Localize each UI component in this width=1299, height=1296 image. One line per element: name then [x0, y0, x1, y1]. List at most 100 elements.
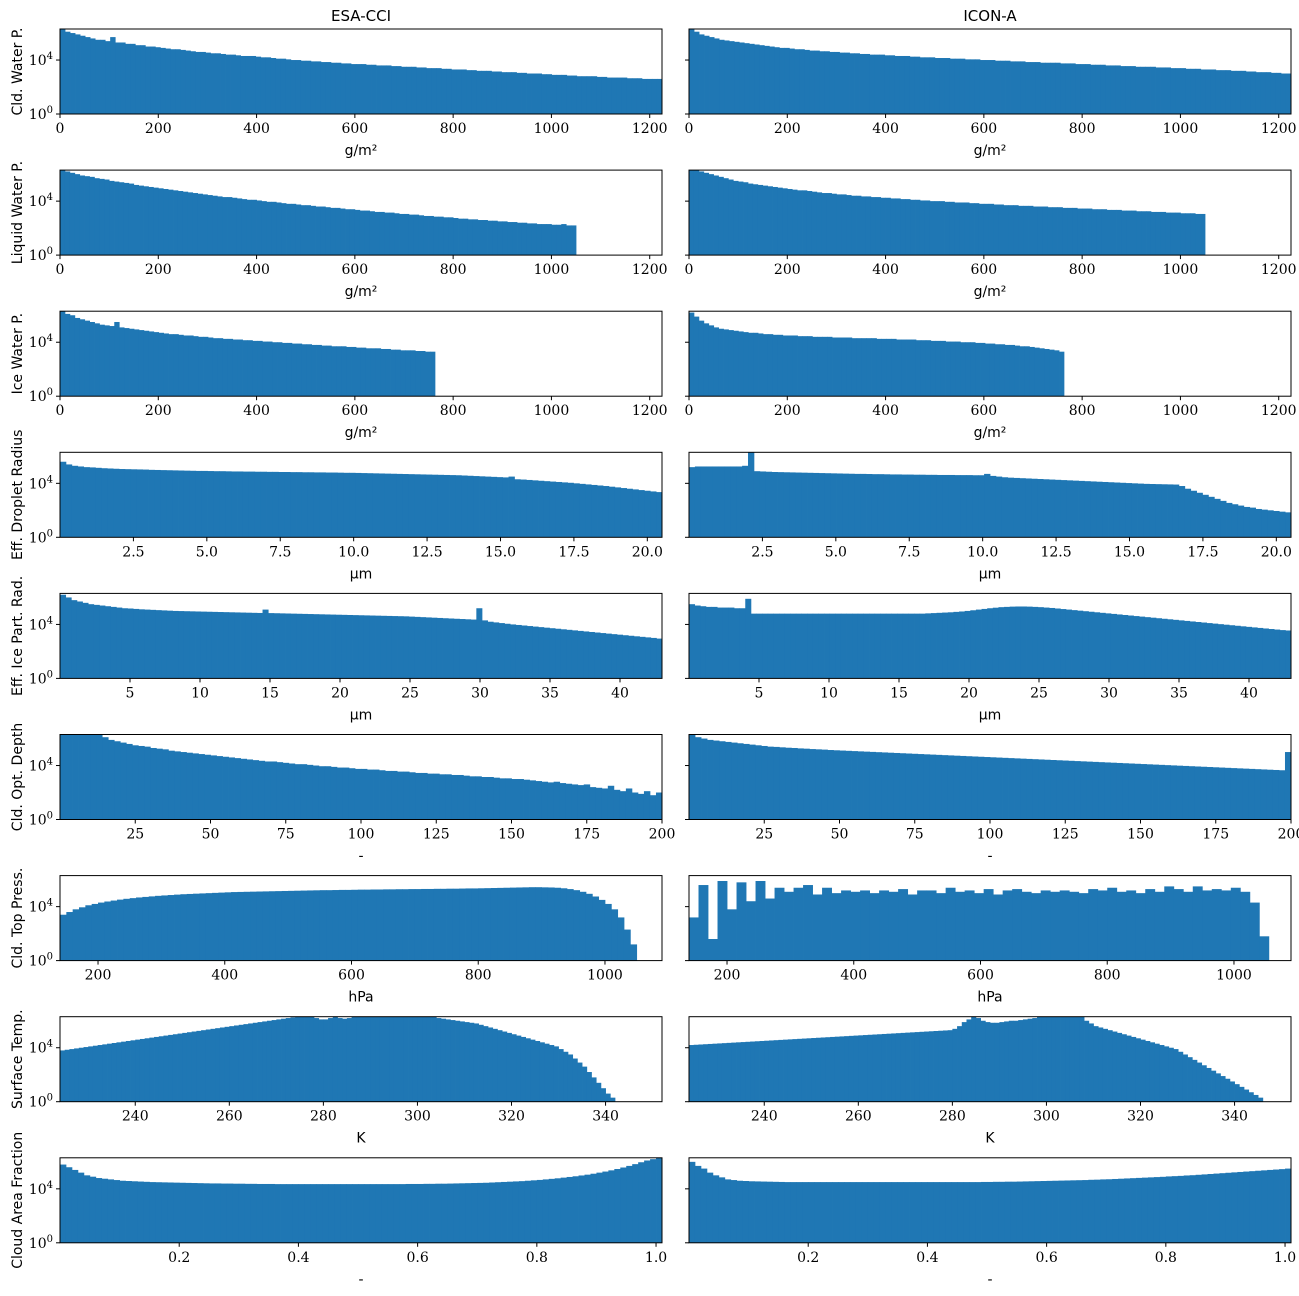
histogram-bar — [1010, 61, 1016, 114]
row-label: Liquid Water P. — [10, 161, 26, 264]
histogram-bar — [1249, 1171, 1256, 1243]
histogram-bar — [839, 52, 845, 114]
histogram-bar — [709, 37, 715, 114]
histogram-bar — [1120, 66, 1126, 114]
histogram-bar — [566, 889, 574, 961]
histogram-bar — [88, 1046, 94, 1102]
histogram-bar — [936, 893, 947, 961]
histogram-bar — [431, 474, 439, 538]
histogram-bar — [694, 605, 701, 679]
histogram-bar — [1037, 607, 1044, 679]
histogram-bar — [426, 1016, 432, 1102]
histogram-bar — [1243, 1089, 1250, 1102]
histogram-bar — [1126, 1035, 1132, 1102]
histogram-bar — [830, 473, 837, 538]
histogram-bar — [1049, 349, 1055, 397]
x-tick-label: 125 — [1052, 827, 1079, 843]
histogram-bar — [185, 50, 191, 114]
histogram-bar — [944, 201, 950, 256]
histogram-bar — [738, 181, 744, 256]
histogram-bar — [493, 622, 500, 679]
histogram-bar — [815, 1037, 822, 1102]
histogram-bar — [1240, 891, 1251, 961]
histogram-bar — [1178, 1051, 1184, 1102]
histogram-bar — [261, 201, 267, 256]
histogram-bar — [546, 224, 552, 256]
histogram-bar — [975, 1182, 982, 1243]
histogram-bar — [155, 1182, 162, 1243]
histogram-bar — [1130, 1178, 1137, 1243]
histogram-bar — [906, 339, 912, 397]
histogram-bar — [547, 782, 555, 820]
histogram-bar — [971, 1016, 977, 1102]
histogram-bar — [426, 68, 432, 114]
histogram-bar — [830, 1036, 836, 1102]
histogram-bar — [183, 335, 189, 397]
histogram-bar — [1062, 207, 1068, 256]
histogram-bar — [689, 312, 695, 397]
row-label: Cld. Top Press. — [10, 868, 26, 969]
histogram-bar — [767, 613, 774, 679]
histogram-bar — [934, 201, 941, 256]
histogram-bar — [1135, 66, 1141, 114]
histogram-bar — [759, 471, 767, 538]
histogram-bar — [1040, 1181, 1048, 1243]
histogram-bar — [1105, 613, 1112, 679]
histogram-bar — [1248, 768, 1256, 820]
histogram-bar — [60, 734, 67, 820]
histogram-bar — [203, 1183, 210, 1243]
histogram-bar — [891, 338, 897, 397]
histogram-bar — [451, 774, 458, 820]
histogram-bar — [957, 1182, 964, 1243]
x-tick-label: 125 — [423, 827, 450, 843]
histogram-bar — [992, 1181, 1000, 1243]
histogram-bar — [395, 349, 401, 397]
histogram-bar — [351, 889, 359, 961]
histogram-bar — [729, 41, 735, 114]
histogram-bar — [705, 606, 712, 679]
histogram-bar — [619, 791, 627, 820]
histogram-bar — [699, 34, 705, 114]
histogram-bar — [1155, 67, 1161, 114]
histogram-bar — [1056, 760, 1063, 820]
histogram-bar — [200, 611, 207, 679]
histogram-bar — [205, 1029, 211, 1102]
histogram-bar — [610, 1097, 616, 1102]
histogram-bar — [1146, 211, 1152, 256]
histogram-bar — [969, 203, 975, 256]
histogram-bar — [614, 487, 622, 538]
histogram-bar — [605, 633, 612, 679]
histogram-bar — [121, 1041, 127, 1102]
histogram-bar — [1185, 213, 1191, 256]
histogram-bar — [541, 224, 547, 256]
histogram-bar — [313, 472, 321, 538]
histogram-bar — [915, 1182, 922, 1243]
histogram-bar — [511, 1034, 517, 1102]
histogram-bar — [178, 470, 185, 538]
histogram-bar — [718, 328, 724, 397]
x-tick-label: 200 — [145, 262, 172, 278]
histogram-bar — [1044, 759, 1051, 820]
histogram-bar — [1207, 1173, 1214, 1243]
histogram-bar — [1088, 611, 1095, 679]
histogram-bar — [583, 631, 590, 679]
histogram-bar — [412, 1016, 418, 1102]
histogram-bar — [1115, 65, 1121, 114]
x-tick-label: 0.6 — [1035, 1250, 1057, 1266]
x-tick-label: 800 — [1069, 121, 1096, 137]
histogram-bar — [591, 1077, 597, 1102]
histogram-bar — [1240, 70, 1247, 114]
histogram-bar — [135, 45, 141, 114]
histogram-bar — [939, 1182, 946, 1243]
histogram-bar — [801, 472, 808, 538]
histogram-bar — [1121, 210, 1127, 256]
histogram-bar — [900, 1032, 906, 1102]
row-label: Cld. Water P. — [10, 28, 26, 116]
histogram-bar — [111, 1043, 117, 1102]
histogram-bar — [245, 55, 252, 114]
histogram-bar — [254, 471, 262, 538]
histogram-bar — [312, 765, 320, 820]
histogram-bar — [1230, 768, 1238, 820]
histogram-bar — [271, 1020, 277, 1102]
histogram-bar — [1118, 1178, 1125, 1243]
